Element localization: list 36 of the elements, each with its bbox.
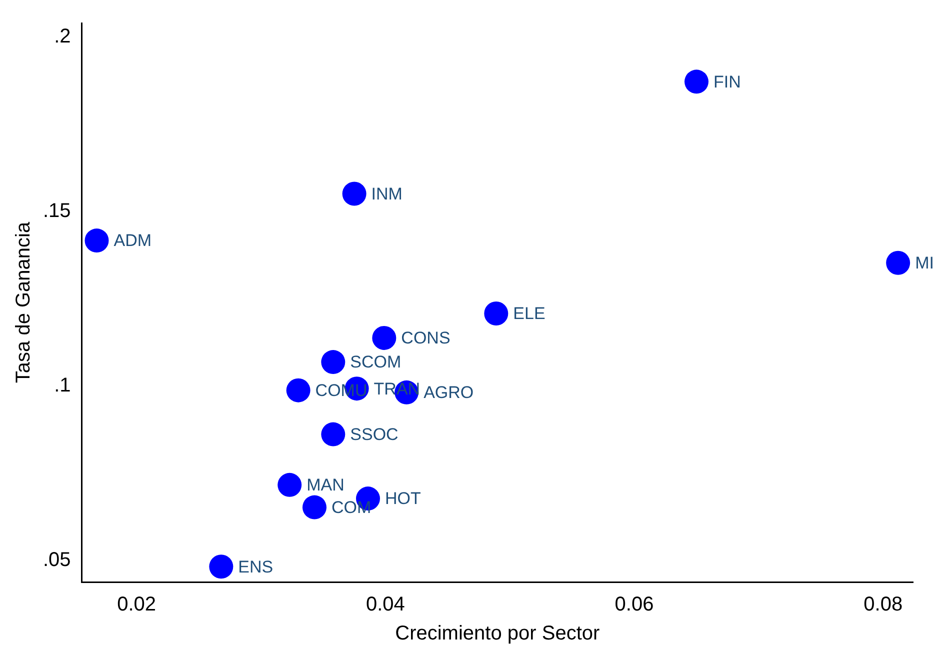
point xyxy=(84,228,109,253)
point xyxy=(302,495,326,520)
annotation: ELE xyxy=(513,304,546,324)
annotation: HOT xyxy=(384,489,421,508)
annotation: TRAN xyxy=(374,379,420,398)
point xyxy=(278,472,302,497)
x-tick-label: 0.08 xyxy=(864,594,903,616)
annotation: MI xyxy=(915,254,934,273)
point xyxy=(209,554,234,579)
point xyxy=(484,302,508,326)
x-tick-label: 0.02 xyxy=(117,594,156,616)
annotation: CONS xyxy=(401,328,450,348)
point xyxy=(321,422,346,446)
y-axis-title: Tasa de Ganancia xyxy=(12,221,35,384)
point xyxy=(342,182,366,206)
point xyxy=(286,378,310,402)
annotation: COM xyxy=(331,498,372,517)
annotation: FIN xyxy=(713,72,741,92)
point xyxy=(372,326,396,350)
y-tick-label: .05 xyxy=(42,549,71,572)
x-tick-label: 0.06 xyxy=(614,594,654,616)
x-tick-label: 0.04 xyxy=(366,594,405,616)
y-tick-label: .15 xyxy=(42,200,71,222)
annotation: AGRO xyxy=(424,383,474,402)
x-axis-title: Crecimiento por Sector xyxy=(395,622,600,645)
y-tick-label: .2 xyxy=(54,25,71,48)
annotation: ENS xyxy=(238,557,274,576)
annotation: ADM xyxy=(114,231,152,250)
point xyxy=(321,350,346,374)
point xyxy=(886,250,910,275)
annotation: SSOC xyxy=(350,424,398,444)
annotation: INM xyxy=(371,184,402,204)
point xyxy=(684,70,708,94)
y-tick-label: .1 xyxy=(54,374,71,397)
annotation: SCOM xyxy=(350,352,402,372)
annotation: MAN xyxy=(306,476,344,495)
